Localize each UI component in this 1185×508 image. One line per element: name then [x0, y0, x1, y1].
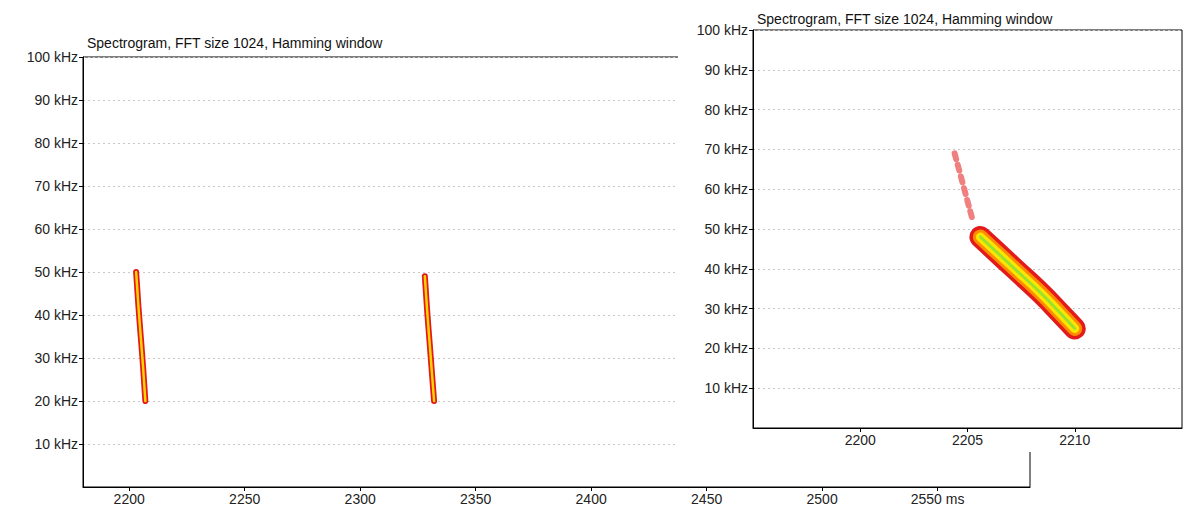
- svg-text:10 kHz: 10 kHz: [704, 380, 748, 396]
- svg-text:2500: 2500: [807, 491, 838, 507]
- svg-text:40 kHz: 40 kHz: [34, 307, 78, 323]
- svg-text:100 kHz: 100 kHz: [697, 22, 748, 38]
- svg-text:10 kHz: 10 kHz: [34, 436, 78, 452]
- svg-text:Spectrogram, FFT size 1024, Ha: Spectrogram, FFT size 1024, Hamming wind…: [87, 35, 383, 51]
- svg-text:2200: 2200: [845, 432, 876, 448]
- svg-text:2400: 2400: [576, 491, 607, 507]
- svg-text:80 kHz: 80 kHz: [34, 135, 78, 151]
- svg-text:50 kHz: 50 kHz: [34, 264, 78, 280]
- svg-text:90 kHz: 90 kHz: [704, 62, 748, 78]
- svg-text:20 kHz: 20 kHz: [704, 340, 748, 356]
- svg-text:2250: 2250: [229, 491, 260, 507]
- svg-text:60 kHz: 60 kHz: [34, 221, 78, 237]
- svg-text:100 kHz: 100 kHz: [27, 49, 78, 65]
- svg-text:2550 ms: 2550 ms: [911, 491, 965, 507]
- svg-text:40 kHz: 40 kHz: [704, 261, 748, 277]
- svg-text:70 kHz: 70 kHz: [704, 141, 748, 157]
- svg-text:Spectrogram, FFT size 1024, Ha: Spectrogram, FFT size 1024, Hamming wind…: [757, 11, 1053, 27]
- svg-text:90 kHz: 90 kHz: [34, 92, 78, 108]
- svg-text:50 kHz: 50 kHz: [704, 221, 748, 237]
- svg-text:30 kHz: 30 kHz: [704, 301, 748, 317]
- svg-text:80 kHz: 80 kHz: [704, 102, 748, 118]
- svg-text:30 kHz: 30 kHz: [34, 350, 78, 366]
- svg-text:70 kHz: 70 kHz: [34, 178, 78, 194]
- svg-text:2300: 2300: [345, 491, 376, 507]
- svg-text:2350: 2350: [460, 491, 491, 507]
- svg-text:20 kHz: 20 kHz: [34, 393, 78, 409]
- svg-text:2205: 2205: [952, 432, 983, 448]
- svg-text:2450: 2450: [691, 491, 722, 507]
- svg-text:2210: 2210: [1059, 432, 1090, 448]
- svg-text:2200: 2200: [114, 491, 145, 507]
- svg-text:60 kHz: 60 kHz: [704, 181, 748, 197]
